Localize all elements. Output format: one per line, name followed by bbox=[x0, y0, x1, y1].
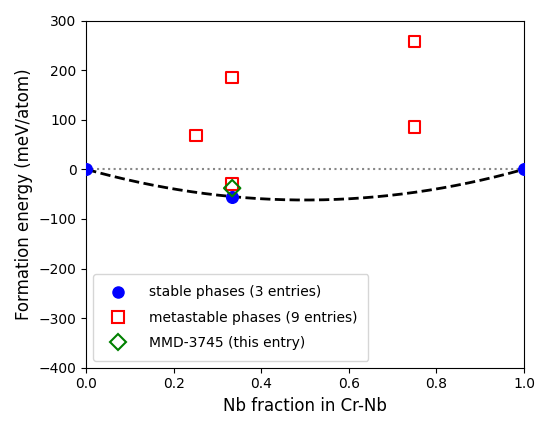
Point bbox=[228, 74, 236, 81]
Point bbox=[228, 193, 236, 200]
Point bbox=[410, 124, 419, 131]
Point bbox=[228, 185, 236, 192]
Point bbox=[191, 132, 200, 139]
Y-axis label: Formation energy (meV/atom): Formation energy (meV/atom) bbox=[15, 68, 33, 320]
Point bbox=[520, 166, 529, 173]
X-axis label: Nb fraction in Cr-Nb: Nb fraction in Cr-Nb bbox=[223, 397, 387, 415]
Point bbox=[410, 38, 419, 45]
Point bbox=[228, 181, 236, 187]
Point bbox=[82, 166, 91, 173]
Legend: stable phases (3 entries), metastable phases (9 entries), MMD-3745 (this entry): stable phases (3 entries), metastable ph… bbox=[93, 274, 368, 361]
